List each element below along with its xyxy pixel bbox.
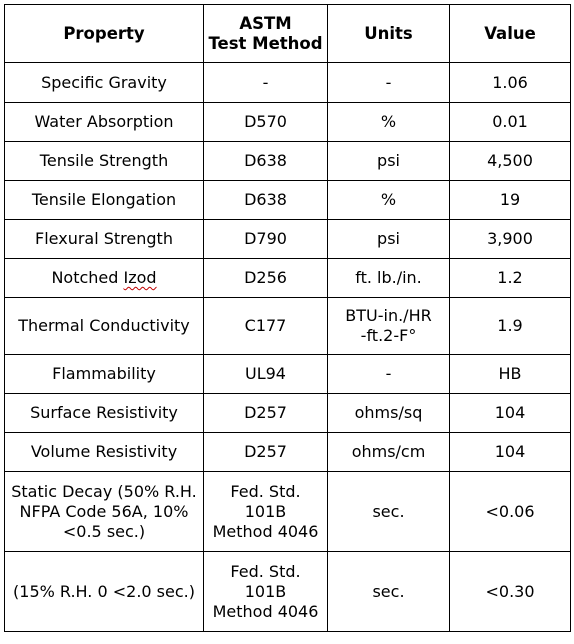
cell-value: 3,900 [449, 219, 571, 259]
cell-value: 104 [449, 432, 571, 472]
cell-property: Water Absorption [4, 102, 204, 142]
cell-method: D638 [203, 180, 328, 220]
cell-property: Tensile Strength [4, 141, 204, 181]
cell-value: 4,500 [449, 141, 571, 181]
cell-units: ohms/sq [327, 393, 450, 433]
property-prefix: Notched [51, 268, 124, 287]
cell-property: Notched Izod [4, 258, 204, 298]
table-row: Surface Resistivity D257 ohms/sq 104 [4, 393, 571, 433]
cell-units: psi [327, 141, 450, 181]
properties-table: Property ASTM Test Method Units Value Sp… [4, 4, 571, 632]
cell-value: <0.06 [449, 471, 571, 552]
cell-property: Specific Gravity [4, 62, 204, 103]
cell-value: 1.06 [449, 62, 571, 103]
table-row: Tensile Elongation D638 % 19 [4, 180, 571, 220]
cell-units: sec. [327, 551, 450, 632]
cell-value: <0.30 [449, 551, 571, 632]
cell-value: 19 [449, 180, 571, 220]
table-row: (15% R.H. 0 <2.0 sec.) Fed. Std. 101B Me… [4, 551, 571, 632]
table-row: Flammability UL94 - HB [4, 354, 571, 394]
cell-units: % [327, 102, 450, 142]
header-units: Units [327, 4, 450, 63]
cell-units: - [327, 354, 450, 394]
cell-value: 1.2 [449, 258, 571, 298]
cell-units: ft. lb./in. [327, 258, 450, 298]
spellcheck-word: Izod [123, 268, 157, 287]
cell-units: % [327, 180, 450, 220]
header-value: Value [449, 4, 571, 63]
cell-units: sec. [327, 471, 450, 552]
cell-units: - [327, 62, 450, 103]
cell-units: BTU-in./HR -ft.2-F° [327, 297, 450, 355]
cell-property: (15% R.H. 0 <2.0 sec.) [4, 551, 204, 632]
cell-method: D790 [203, 219, 328, 259]
table-row: Flexural Strength D790 psi 3,900 [4, 219, 571, 259]
table-row: Volume Resistivity D257 ohms/cm 104 [4, 432, 571, 472]
cell-method: D570 [203, 102, 328, 142]
properties-table-wrapper: Property ASTM Test Method Units Value Sp… [4, 4, 571, 632]
cell-property: Static Decay (50% R.H. NFPA Code 56A, 10… [4, 471, 204, 552]
cell-method: Fed. Std. 101B Method 4046 [203, 551, 328, 632]
cell-method: D257 [203, 432, 328, 472]
cell-method: Fed. Std. 101B Method 4046 [203, 471, 328, 552]
cell-method: D256 [203, 258, 328, 298]
cell-property: Tensile Elongation [4, 180, 204, 220]
cell-value: 104 [449, 393, 571, 433]
table-row: Water Absorption D570 % 0.01 [4, 102, 571, 142]
cell-method: C177 [203, 297, 328, 355]
cell-method: UL94 [203, 354, 328, 394]
table-row: Tensile Strength D638 psi 4,500 [4, 141, 571, 181]
cell-value: 1.9 [449, 297, 571, 355]
table-row: Thermal Conductivity C177 BTU-in./HR -ft… [4, 297, 571, 355]
cell-method: D638 [203, 141, 328, 181]
cell-value: HB [449, 354, 571, 394]
table-row: Notched Izod D256 ft. lb./in. 1.2 [4, 258, 571, 298]
header-row: Property ASTM Test Method Units Value [4, 4, 571, 63]
table-row: Static Decay (50% R.H. NFPA Code 56A, 10… [4, 471, 571, 552]
header-property: Property [4, 4, 204, 63]
cell-property: Flexural Strength [4, 219, 204, 259]
cell-units: ohms/cm [327, 432, 450, 472]
cell-property: Thermal Conductivity [4, 297, 204, 355]
header-test-method: ASTM Test Method [203, 4, 328, 63]
cell-property: Surface Resistivity [4, 393, 204, 433]
cell-method: - [203, 62, 328, 103]
cell-method: D257 [203, 393, 328, 433]
table-row: Specific Gravity - - 1.06 [4, 62, 571, 103]
cell-property: Volume Resistivity [4, 432, 204, 472]
cell-units: psi [327, 219, 450, 259]
cell-value: 0.01 [449, 102, 571, 142]
cell-property: Flammability [4, 354, 204, 394]
